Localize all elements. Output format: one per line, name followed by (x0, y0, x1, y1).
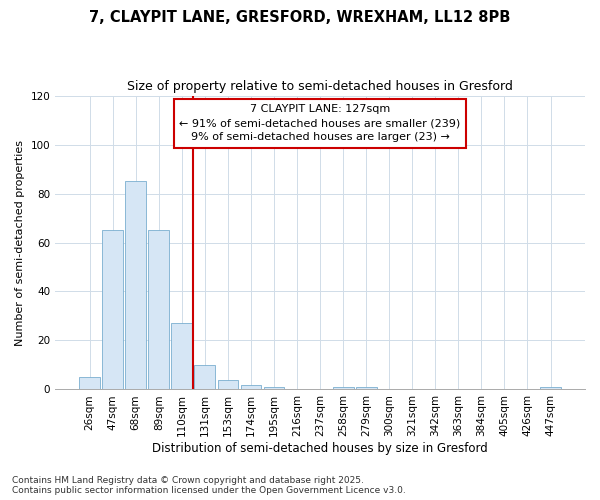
Bar (102, 230, 123, 390)
Bar (172, 324, 192, 390)
Bar (263, 387, 284, 390)
Title: Size of property relative to semi-detached houses in Gresford: Size of property relative to semi-detach… (127, 80, 513, 93)
Bar (356, 387, 377, 390)
Text: 7 CLAYPIT LANE: 127sqm
← 91% of semi-detached houses are smaller (239)
9% of sem: 7 CLAYPIT LANE: 127sqm ← 91% of semi-det… (179, 104, 461, 142)
Bar (148, 230, 169, 390)
Text: Contains HM Land Registry data © Crown copyright and database right 2025.
Contai: Contains HM Land Registry data © Crown c… (12, 476, 406, 495)
Bar (333, 387, 353, 390)
Y-axis label: Number of semi-detached properties: Number of semi-detached properties (15, 140, 25, 346)
Bar (194, 365, 215, 390)
Bar (241, 384, 262, 390)
X-axis label: Distribution of semi-detached houses by size in Gresford: Distribution of semi-detached houses by … (152, 442, 488, 455)
Bar (218, 380, 238, 390)
Text: 7, CLAYPIT LANE, GRESFORD, WREXHAM, LL12 8PB: 7, CLAYPIT LANE, GRESFORD, WREXHAM, LL12… (89, 10, 511, 25)
Bar (540, 387, 561, 390)
Bar (125, 182, 146, 390)
Bar (79, 377, 100, 390)
